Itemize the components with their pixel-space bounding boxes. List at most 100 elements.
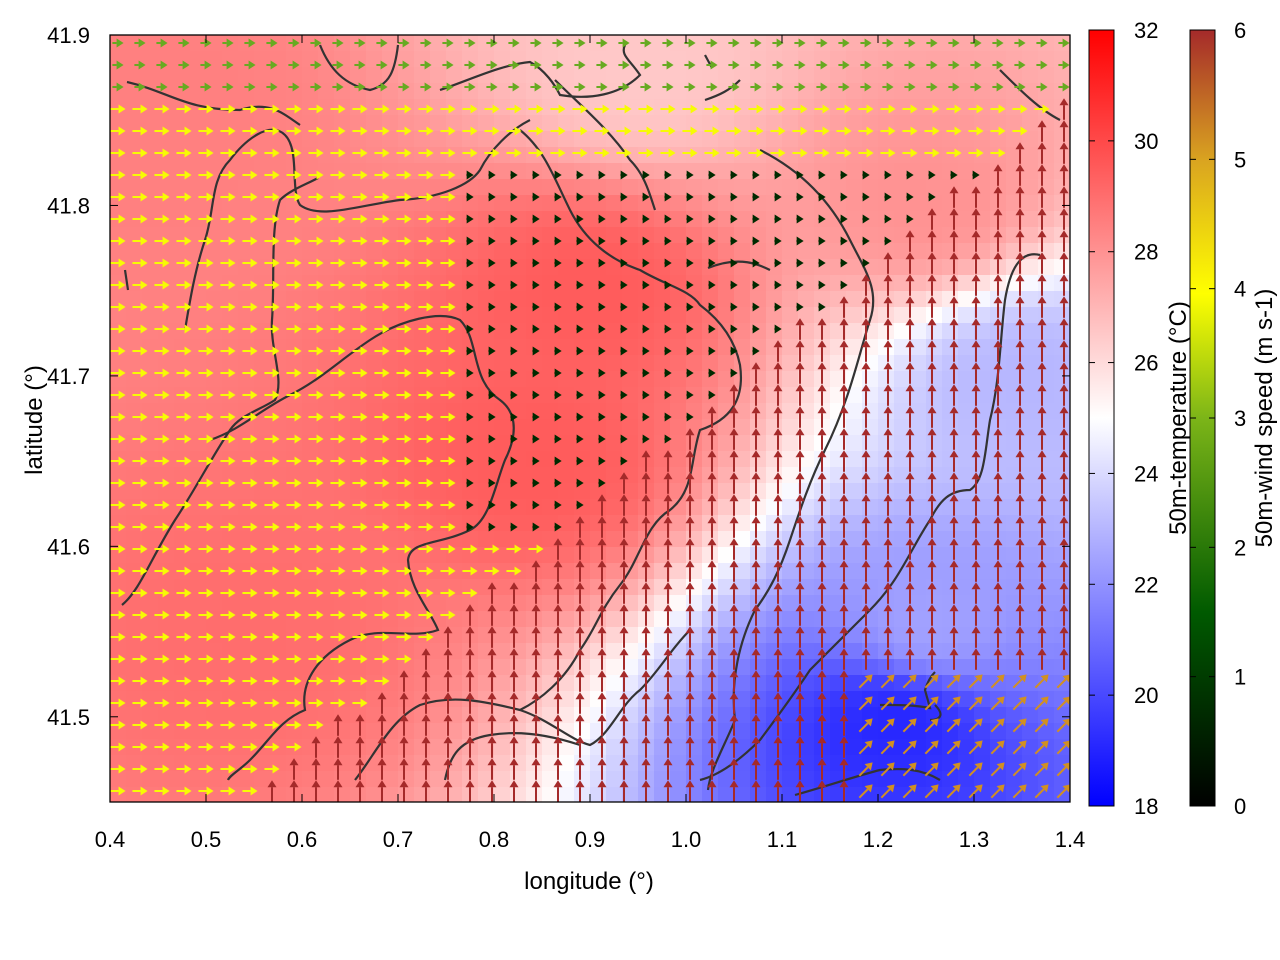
wind-arrow (399, 780, 409, 788)
wind-arrow (118, 170, 126, 180)
temperature-cell (366, 355, 383, 372)
wind-arrow (140, 126, 148, 136)
temperature-cell (334, 227, 351, 244)
wind-arrow (206, 434, 214, 444)
wind-arrow (140, 654, 148, 664)
temperature-cell (318, 291, 335, 308)
wind-arrow (729, 406, 739, 414)
temperature-cell (958, 115, 975, 132)
wind-arrow (752, 236, 760, 246)
wind-arrow (404, 192, 412, 202)
temperature-cell (1022, 675, 1039, 692)
temperature-cell (254, 387, 271, 404)
wind-arrow (466, 368, 474, 378)
temperature-cell (494, 67, 511, 84)
temperature-cell (718, 707, 735, 724)
temperature-cell (718, 771, 735, 788)
wind-arrow (184, 346, 192, 356)
temperature-cell (446, 99, 463, 116)
wind-arrow (487, 692, 497, 700)
temperature-cell (718, 179, 735, 196)
temperature-cell (622, 787, 639, 802)
wind-arrow (184, 368, 192, 378)
temperature-cell (110, 659, 127, 676)
temperature-cell (798, 675, 815, 692)
temperature-cell (942, 339, 959, 356)
temperature-cell (1022, 515, 1039, 532)
temperature-cell (158, 131, 175, 148)
temperature-cell (1006, 707, 1023, 724)
wind-arrow (509, 714, 519, 722)
temperature-cell (606, 67, 623, 84)
temperature-cell (446, 467, 463, 484)
temperature-cell (110, 611, 127, 628)
wind-arrow (250, 390, 258, 400)
temperature-cell (254, 243, 271, 260)
temperature-cell (366, 51, 383, 68)
temperature-cell (686, 67, 703, 84)
temperature-cell (830, 467, 847, 484)
temperature-cell (830, 323, 847, 340)
wind-arrow (734, 126, 742, 136)
temperature-cell (1006, 147, 1023, 164)
wind-arrow (554, 346, 562, 356)
wind-arrow (118, 214, 126, 224)
temperature-cell (542, 419, 559, 436)
temperature-cell (926, 467, 943, 484)
temperature-cell (414, 243, 431, 260)
temperature-cell (542, 35, 559, 52)
temperature-cell (510, 275, 527, 292)
temperature-cell (654, 307, 671, 324)
temperature-cell (238, 659, 255, 676)
temperature-cell (142, 227, 159, 244)
temperature-cell (174, 483, 191, 500)
temperature-cell (862, 147, 879, 164)
wind-arrow (426, 610, 434, 620)
temperature-cell (382, 211, 399, 228)
wind-arrow (708, 170, 716, 180)
wind-arrow (466, 258, 474, 268)
temperature-cell (334, 787, 351, 802)
temperature-cell (574, 723, 591, 740)
temperature-cell (910, 131, 927, 148)
temperature-cell (190, 227, 207, 244)
wind-arrow (162, 610, 170, 620)
wind-arrow (360, 654, 368, 664)
wind-arrow (598, 192, 606, 202)
temperature-cell (302, 451, 319, 468)
wind-arrow (250, 456, 258, 466)
temperature-cell (894, 115, 911, 132)
temperature-cell (254, 643, 271, 660)
temperature-cell (1006, 67, 1023, 84)
wind-arrow (404, 368, 412, 378)
wind-arrow (598, 412, 606, 422)
temperature-cell (910, 51, 927, 68)
temperature-cell (910, 515, 927, 532)
wind-arrow (532, 456, 540, 466)
temperature-cell (654, 147, 671, 164)
wind-arrow (116, 82, 124, 92)
temperature-cell (878, 339, 895, 356)
temperature-cell (798, 243, 815, 260)
temperature-cell (622, 291, 639, 308)
temperature-cell (238, 291, 255, 308)
wind-arrow (558, 148, 566, 158)
wind-arrow (250, 148, 258, 158)
temperature-cell (446, 291, 463, 308)
wind-arrow (206, 126, 214, 136)
wind-arrow (404, 280, 412, 290)
wind-arrow (421, 736, 431, 744)
temperature-cell (606, 579, 623, 596)
wind-arrow (399, 714, 409, 722)
temperature-cell (766, 131, 783, 148)
temperature-cell (126, 435, 143, 452)
temperature-cell (110, 51, 127, 68)
wind-arrow (294, 258, 302, 268)
temperature-cell (1022, 163, 1039, 180)
wind-arrow (250, 412, 258, 422)
temperature-cell (574, 259, 591, 276)
temperature-cell (1038, 339, 1055, 356)
temperature-cell (926, 787, 943, 802)
temperature-cell (414, 227, 431, 244)
temperature-cell (462, 595, 479, 612)
